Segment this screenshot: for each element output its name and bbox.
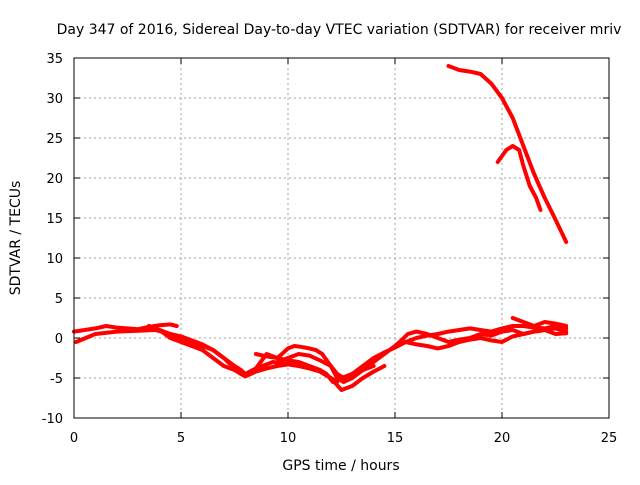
- series-track-1: [72, 322, 179, 334]
- series-track-11: [495, 144, 543, 212]
- x-tick-label: 5: [177, 431, 185, 446]
- series-track-8: [403, 328, 569, 351]
- x-tick-label: 10: [280, 431, 297, 446]
- x-tick-label: 15: [387, 431, 404, 446]
- series-track-4: [157, 328, 376, 384]
- y-tick-label: 0: [55, 332, 63, 347]
- x-tick-label: 20: [494, 431, 511, 446]
- series-track-9: [510, 316, 569, 328]
- y-axis-label: SDTVAR / TECUs: [8, 181, 24, 296]
- x-axis-label: GPS time / hours: [282, 458, 399, 474]
- series-track-6: [275, 324, 569, 380]
- x-tick-label: 25: [601, 431, 618, 446]
- y-tick-label: 25: [46, 132, 63, 147]
- y-tick-label: 20: [46, 172, 63, 187]
- axis-ticks: 0 5 10 15 20 25 -10 -5 0 5 10 15 20 25 30 35: [42, 52, 618, 446]
- chart-title: Day 347 of 2016, Sidereal Day-to-day VTE…: [57, 22, 622, 38]
- data-series: [72, 64, 569, 392]
- y-tick-label: 35: [46, 52, 63, 67]
- plot-frame: [73, 57, 610, 419]
- y-tick-label: 5: [55, 292, 63, 307]
- x-tick-label: 0: [70, 431, 78, 446]
- y-tick-label: -5: [50, 372, 63, 387]
- series-track-10: [446, 64, 569, 244]
- series-track-3: [146, 324, 387, 392]
- y-tick-label: 15: [46, 212, 63, 227]
- y-tick-label: 10: [46, 252, 63, 267]
- y-tick-label: 30: [46, 92, 63, 107]
- y-tick-label: -10: [42, 412, 63, 427]
- series-track-5: [253, 344, 355, 384]
